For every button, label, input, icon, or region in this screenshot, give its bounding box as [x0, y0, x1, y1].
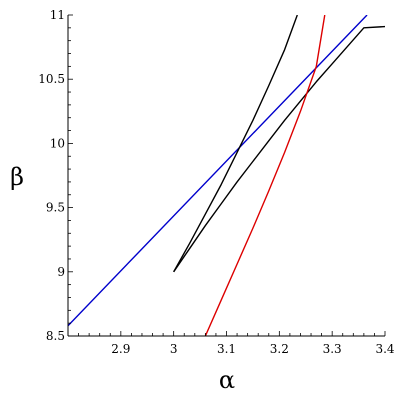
y-tick-label: 9: [57, 265, 65, 279]
x-tick-label: 3.2: [270, 342, 289, 356]
x-tick-label: 3.1: [217, 342, 236, 356]
y-tick-label: 9.5: [46, 201, 65, 215]
x-axis-title: α: [219, 366, 235, 394]
series-line-3: [173, 15, 298, 273]
ticks: [67, 14, 386, 337]
x-tick-label: 3.3: [323, 342, 342, 356]
series-line-4: [204, 15, 326, 336]
series-line-1: [68, 15, 368, 327]
y-tick-label: 11: [50, 8, 65, 22]
y-tick-label: 10: [50, 136, 65, 150]
x-tick-label: 3: [170, 342, 178, 356]
tick-labels: 2.9 3 3.1 3.2 3.3 3.4 8.5 9 9.5 10 10.5 11: [38, 8, 395, 356]
x-tick-label: 2.9: [111, 342, 130, 356]
y-axis-title: β: [10, 163, 24, 191]
x-tick-label: 3.4: [375, 342, 394, 356]
series-line-2: [173, 25, 385, 273]
y-tick-label: 10.5: [38, 72, 65, 86]
plot-lines: [68, 15, 385, 336]
y-tick-label: 8.5: [46, 329, 65, 343]
